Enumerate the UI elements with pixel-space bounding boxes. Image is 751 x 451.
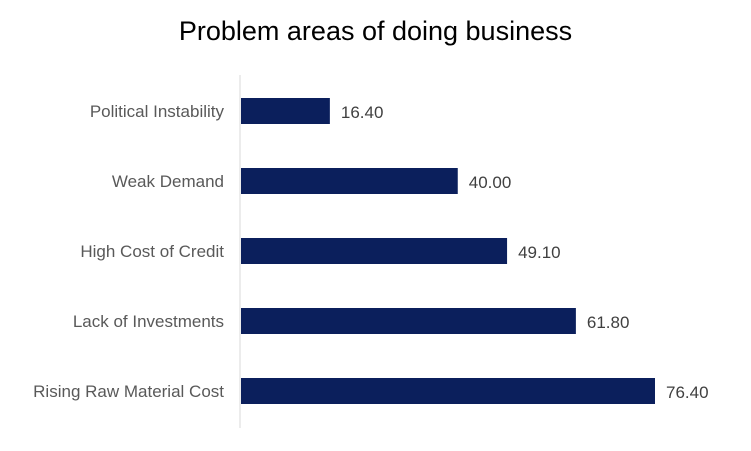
bar xyxy=(241,238,508,264)
category-label: Weak Demand xyxy=(112,172,224,191)
bar xyxy=(241,378,655,404)
bar xyxy=(241,168,458,194)
chart-title: Problem areas of doing business xyxy=(178,16,573,46)
category-label: Political Instability xyxy=(90,102,225,121)
category-label: High Cost of Credit xyxy=(80,242,224,261)
data-label: 40.00 xyxy=(469,173,512,192)
data-label: 76.40 xyxy=(666,383,709,402)
data-label: 16.40 xyxy=(341,103,384,122)
category-label: Rising Raw Material Cost xyxy=(33,382,224,401)
bar xyxy=(241,308,576,334)
data-label: 49.10 xyxy=(518,243,561,262)
bar xyxy=(241,98,330,124)
category-label: Lack of Investments xyxy=(73,312,224,331)
data-label: 61.80 xyxy=(587,313,630,332)
